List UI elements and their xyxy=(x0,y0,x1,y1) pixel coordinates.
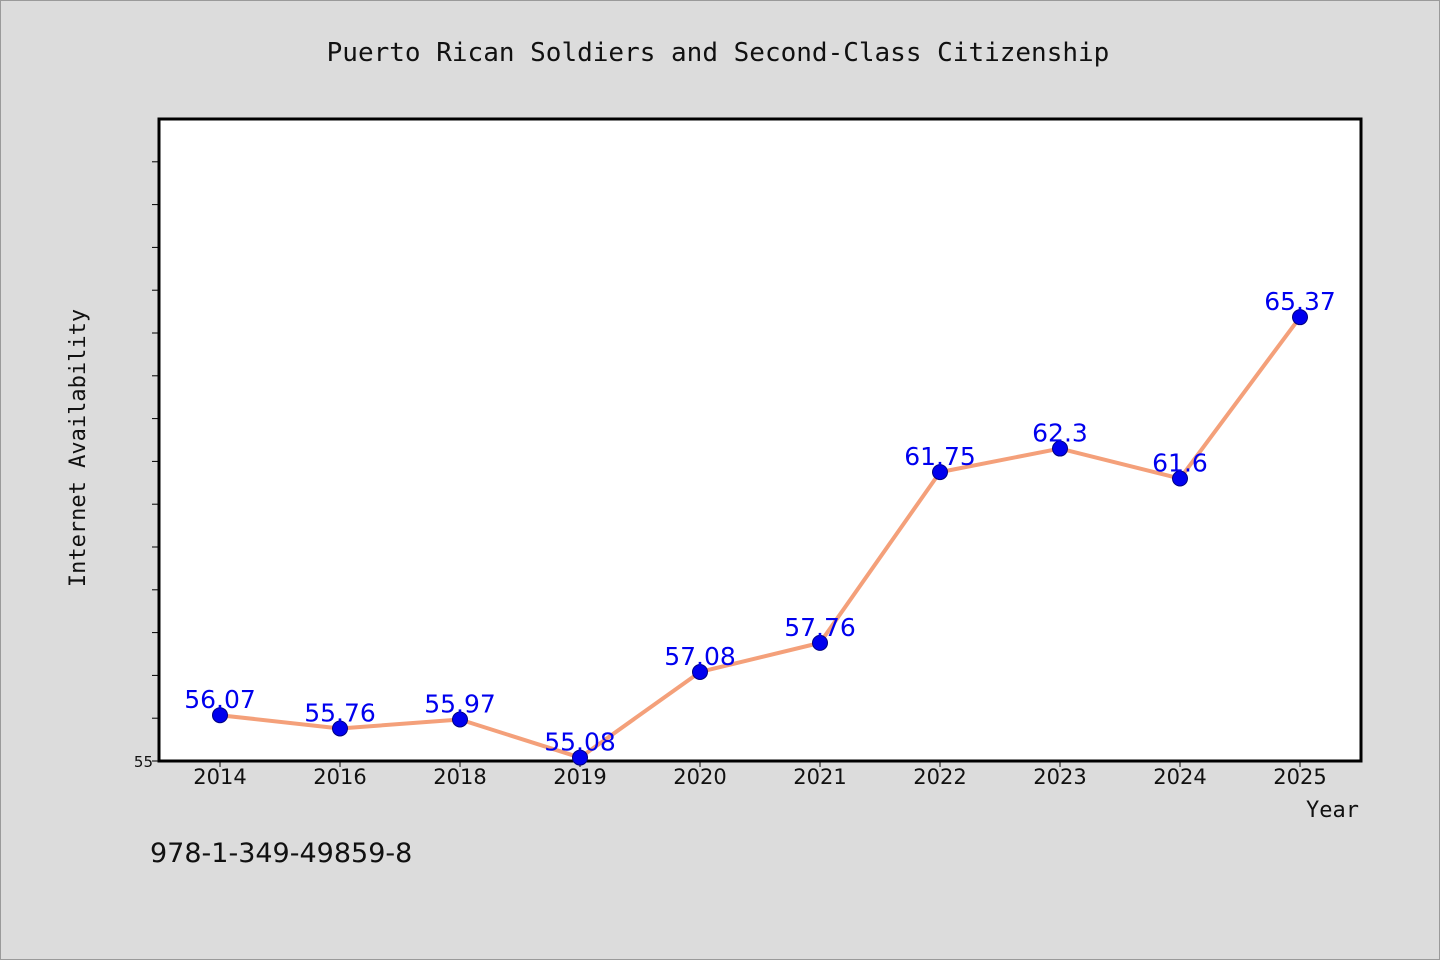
x-tick-label: 2022 xyxy=(913,765,966,789)
data-point xyxy=(1292,309,1308,326)
data-label: 55.76 xyxy=(304,698,376,727)
data-point xyxy=(452,711,468,728)
plot-area xyxy=(157,117,1363,763)
data-label: 65.37 xyxy=(1264,287,1336,316)
y-axis-title: Internet Availability xyxy=(66,309,91,587)
x-tick-label: 2019 xyxy=(553,765,606,789)
data-label: 55.08 xyxy=(544,728,616,757)
data-label: 61.75 xyxy=(904,442,976,471)
footnote: 978-1-349-49859-8 xyxy=(150,838,412,869)
chart-title: Puerto Rican Soldiers and Second-Class C… xyxy=(327,38,1110,68)
data-point xyxy=(572,749,588,766)
y-axis-ticks: 55 xyxy=(134,161,158,771)
data-point xyxy=(692,663,708,680)
y-tick-label: 55 xyxy=(134,753,153,771)
x-tick-label: 2018 xyxy=(433,765,486,789)
data-label: 57.76 xyxy=(784,613,856,642)
x-tick-label: 2023 xyxy=(1033,765,1086,789)
x-tick-label: 2020 xyxy=(673,765,726,789)
data-label: 55.97 xyxy=(424,689,496,718)
x-tick-label: 2025 xyxy=(1273,765,1326,789)
x-axis-title: Year xyxy=(1306,798,1359,823)
data-point xyxy=(812,634,828,651)
series-line xyxy=(219,315,1302,760)
data-label: 56.07 xyxy=(184,685,256,714)
x-tick-label: 2024 xyxy=(1153,765,1206,789)
data-labels: 56.07 55.76 55.97 55.08 57.08 57.76 61.75 62.3 6… xyxy=(184,287,1336,756)
data-point xyxy=(1172,470,1188,487)
data-label: 57.08 xyxy=(664,642,736,671)
x-tick-label: 2014 xyxy=(193,765,246,789)
x-tick-label: 2021 xyxy=(793,765,846,789)
data-label: 62.3 xyxy=(1032,419,1088,448)
x-axis-ticks: 2014 2016 2018 2019 2020 2021 2022 2023 2024 2025 xyxy=(193,761,1327,789)
x-tick-label: 2016 xyxy=(313,765,366,789)
data-label: 61.6 xyxy=(1152,449,1208,478)
series-markers xyxy=(212,309,1308,766)
data-point xyxy=(1052,440,1068,457)
data-point xyxy=(932,464,948,481)
data-point xyxy=(212,707,228,724)
data-point xyxy=(332,720,348,737)
